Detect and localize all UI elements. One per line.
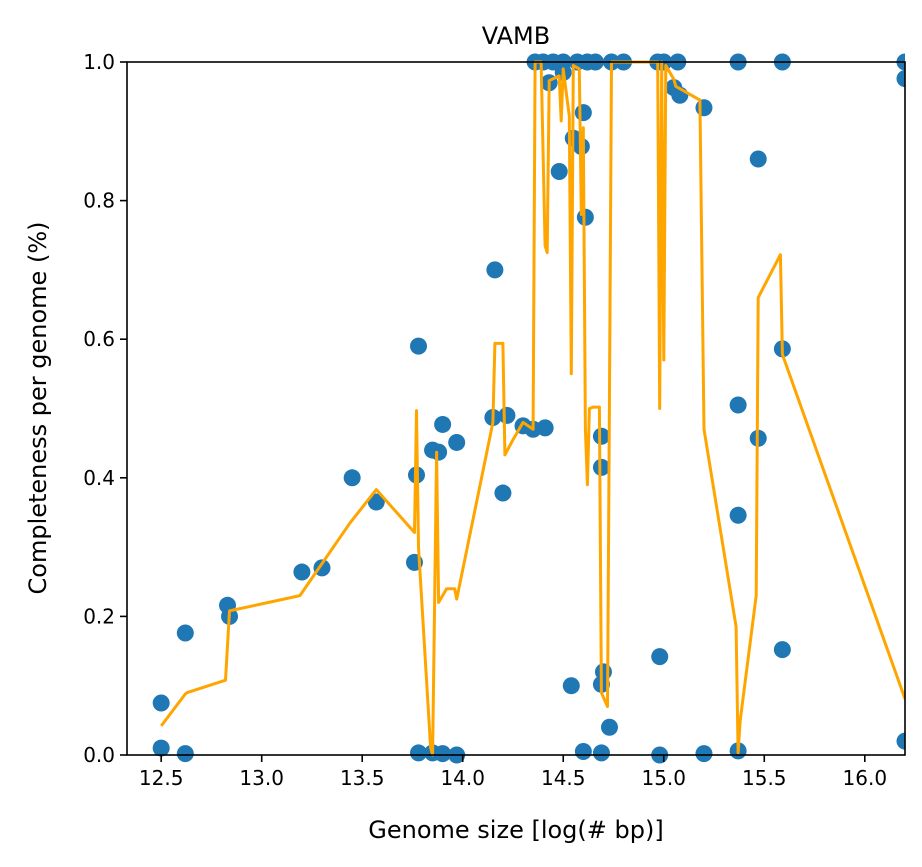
data-point xyxy=(729,396,747,414)
data-point xyxy=(749,150,767,168)
data-point xyxy=(651,648,669,666)
data-point xyxy=(434,415,452,433)
data-point xyxy=(773,641,791,659)
data-point xyxy=(176,745,194,763)
data-point xyxy=(574,743,592,761)
x-axis-label: Genome size [log(# bp)] xyxy=(368,816,663,844)
data-point xyxy=(695,99,713,117)
x-tick-label: 15.5 xyxy=(742,766,787,790)
data-point xyxy=(592,458,610,476)
data-point xyxy=(152,694,170,712)
data-point xyxy=(600,718,618,736)
data-point xyxy=(486,261,504,279)
data-point xyxy=(430,443,448,461)
plot-frame xyxy=(126,61,906,756)
y-axis-ticks: 0.0 0.2 0.4 0.6 0.8 1.0 xyxy=(83,50,127,767)
data-point xyxy=(498,406,516,424)
data-point xyxy=(592,744,610,762)
data-point xyxy=(536,419,554,437)
data-point xyxy=(494,484,512,502)
x-tick-label: 15.0 xyxy=(641,766,686,790)
x-axis-ticks: 12.5 13.0 13.5 14.0 14.5 15.0 15.5 16.0 xyxy=(139,755,887,790)
y-tick-label: 0.2 xyxy=(83,604,115,628)
y-tick-label: 0.0 xyxy=(83,743,115,767)
data-point xyxy=(695,745,713,763)
data-point xyxy=(896,70,905,88)
y-tick-label: 1.0 xyxy=(83,50,115,74)
y-axis-label: Completeness per genome (%) xyxy=(24,222,52,595)
data-point xyxy=(574,104,592,122)
y-tick-label: 0.6 xyxy=(83,327,115,351)
x-tick-label: 13.5 xyxy=(340,766,385,790)
data-point xyxy=(176,624,194,642)
data-point xyxy=(896,732,905,750)
x-tick-label: 12.5 xyxy=(139,766,184,790)
y-tick-label: 0.8 xyxy=(83,189,115,213)
data-point xyxy=(562,677,580,695)
plot-area xyxy=(152,53,905,764)
data-point xyxy=(409,744,427,762)
x-tick-label: 14.5 xyxy=(541,766,586,790)
data-point xyxy=(152,739,170,757)
data-point xyxy=(409,337,427,355)
data-point xyxy=(592,427,610,445)
data-point xyxy=(448,433,466,451)
data-point xyxy=(729,506,747,524)
data-point xyxy=(343,469,361,487)
x-tick-label: 16.0 xyxy=(843,766,888,790)
data-point xyxy=(293,563,311,581)
data-point xyxy=(434,745,452,763)
data-point xyxy=(550,162,568,180)
data-point xyxy=(367,493,385,511)
y-tick-label: 0.4 xyxy=(83,466,115,490)
trend-line xyxy=(160,60,905,757)
x-tick-label: 13.0 xyxy=(239,766,284,790)
chart-title: VAMB xyxy=(482,22,550,50)
x-tick-label: 14.0 xyxy=(440,766,485,790)
